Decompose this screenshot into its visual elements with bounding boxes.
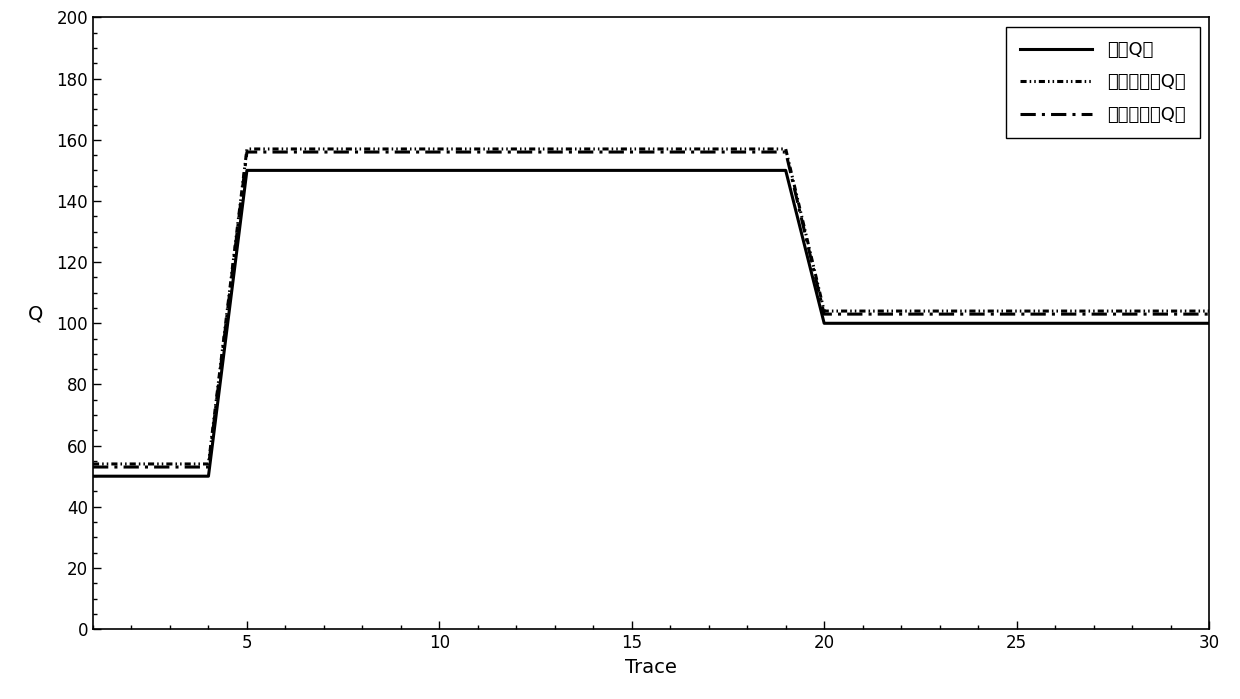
Y-axis label: Q: Q (27, 304, 43, 323)
X-axis label: Trace: Trace (625, 658, 677, 677)
Legend: 理诎Q値, 谱比法计算Q値, 本技术计算Q値: 理诎Q値, 谱比法计算Q値, 本技术计算Q値 (1006, 27, 1200, 138)
